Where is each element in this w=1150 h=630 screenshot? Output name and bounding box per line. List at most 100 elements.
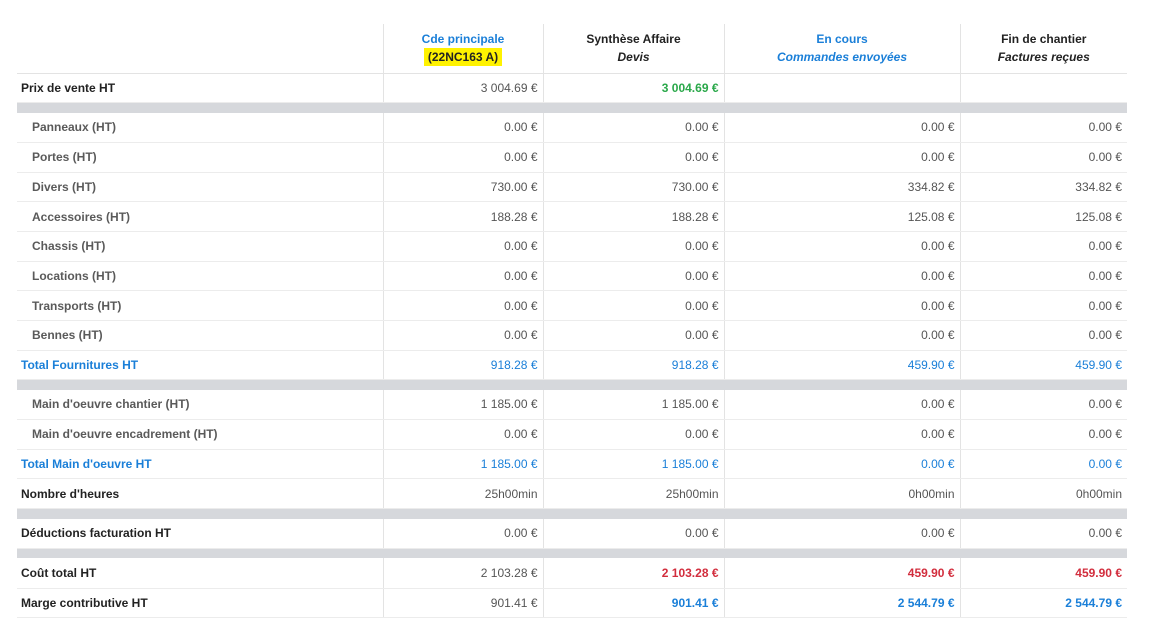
cell-value: 0.00 € <box>382 112 543 143</box>
cell-value: 0.00 € <box>723 419 960 450</box>
cell-value: 0.00 € <box>959 320 1127 351</box>
row-divers: Divers (HT) 730.00 € 730.00 € 334.82 € 3… <box>17 172 1127 203</box>
row-label: Coût total HT <box>17 558 383 589</box>
cell-value: 0.00 € <box>723 261 960 292</box>
cell-value: 0.00 € <box>542 142 724 173</box>
header-title[interactable]: En cours <box>816 32 868 47</box>
cell-value: 901.41 € <box>542 588 724 619</box>
cell-value: 459.90 € <box>959 350 1127 381</box>
header-row: Cde principale (22NC163 A) Synthèse Affa… <box>17 24 1127 74</box>
cell-value: 0.00 € <box>382 290 543 321</box>
cell-value: 0.00 € <box>542 290 724 321</box>
cell-value <box>723 73 960 104</box>
separator-row <box>17 379 1127 390</box>
cell-value: 918.28 € <box>382 350 543 381</box>
separator-row <box>17 102 1127 113</box>
cell-value: 1 185.00 € <box>382 389 543 421</box>
row-heures: Nombre d'heures 25h00min 25h00min 0h00mi… <box>17 478 1127 510</box>
row-label: Chassis (HT) <box>17 231 383 262</box>
row-label: Déductions facturation HT <box>17 518 383 549</box>
cell-value: 188.28 € <box>542 201 724 232</box>
cell-value: 3 004.69 € <box>382 73 543 104</box>
cell-value: 730.00 € <box>542 172 724 203</box>
cell-value: 0.00 € <box>542 518 724 549</box>
row-portes: Portes (HT) 0.00 € 0.00 € 0.00 € 0.00 € <box>17 142 1127 173</box>
cell-value: 2 103.28 € <box>542 558 724 589</box>
cell-value: 125.08 € <box>723 201 960 232</box>
cell-value: 459.90 € <box>723 350 960 381</box>
cell-value: 0.00 € <box>542 231 724 262</box>
separator-row <box>17 508 1127 519</box>
row-accessoires: Accessoires (HT) 188.28 € 188.28 € 125.0… <box>17 201 1127 232</box>
cell-value: 459.90 € <box>723 558 960 589</box>
row-label: Accessoires (HT) <box>17 201 383 232</box>
header-en-cours[interactable]: En cours Commandes envoyées <box>723 24 960 74</box>
cell-value: 730.00 € <box>382 172 543 203</box>
row-panneaux: Panneaux (HT) 0.00 € 0.00 € 0.00 € 0.00 … <box>17 112 1127 143</box>
order-ref-highlight: (22NC163 A) <box>423 48 503 67</box>
cell-value: 0.00 € <box>382 261 543 292</box>
row-mo-encadrement: Main d'oeuvre encadrement (HT) 0.00 € 0.… <box>17 419 1127 450</box>
cell-value: 0.00 € <box>959 142 1127 173</box>
separator-row <box>17 548 1127 559</box>
header-cde-principale[interactable]: Cde principale (22NC163 A) <box>382 24 543 74</box>
cell-value: 125.08 € <box>959 201 1127 232</box>
row-prix-vente: Prix de vente HT 3 004.69 € 3 004.69 € <box>17 73 1127 104</box>
cell-value: 1 185.00 € <box>542 449 724 480</box>
cell-value: 0.00 € <box>723 389 960 421</box>
row-label: Portes (HT) <box>17 142 383 173</box>
cell-value: 0.00 € <box>959 261 1127 292</box>
row-label: Marge contributive HT <box>17 588 383 619</box>
cell-value: 334.82 € <box>723 172 960 203</box>
row-label: Total Main d'oeuvre HT <box>17 449 383 480</box>
cell-value: 0h00min <box>959 478 1127 510</box>
cell-value: 0.00 € <box>959 231 1127 262</box>
header-blank <box>17 24 383 74</box>
row-label: Main d'oeuvre encadrement (HT) <box>17 419 383 450</box>
header-subtitle[interactable]: Commandes envoyées <box>776 50 908 65</box>
cell-value: 0.00 € <box>959 419 1127 450</box>
cell-value: 334.82 € <box>959 172 1127 203</box>
cell-value: 459.90 € <box>959 558 1127 589</box>
cell-value: 0.00 € <box>723 231 960 262</box>
cell-value: 0.00 € <box>382 320 543 351</box>
row-label: Total Fournitures HT <box>17 350 383 381</box>
cell-value: 0h00min <box>723 478 960 510</box>
row-total-mo: Total Main d'oeuvre HT 1 185.00 € 1 185.… <box>17 449 1127 480</box>
header-fin-de-chantier: Fin de chantier Factures reçues <box>959 24 1127 74</box>
header-synthese-affaire: Synthèse Affaire Devis <box>542 24 724 74</box>
cell-value: 0.00 € <box>723 449 960 480</box>
cell-value: 25h00min <box>542 478 724 510</box>
cell-value: 0.00 € <box>382 142 543 173</box>
header-subtitle: Devis <box>617 50 650 65</box>
header-title[interactable]: Cde principale <box>421 32 505 47</box>
cell-value: 0.00 € <box>542 112 724 143</box>
cell-value: 0.00 € <box>382 419 543 450</box>
cell-value: 0.00 € <box>723 142 960 173</box>
header-title: Fin de chantier <box>1001 32 1087 47</box>
cell-value: 1 185.00 € <box>382 449 543 480</box>
row-label: Main d'oeuvre chantier (HT) <box>17 389 383 421</box>
cell-value: 918.28 € <box>542 350 724 381</box>
cell-value: 901.41 € <box>382 588 543 619</box>
row-locations: Locations (HT) 0.00 € 0.00 € 0.00 € 0.00… <box>17 261 1127 292</box>
row-marge: Marge contributive HT 901.41 € 901.41 € … <box>17 588 1127 619</box>
row-label: Prix de vente HT <box>17 73 383 104</box>
cell-value: 2 103.28 € <box>382 558 543 589</box>
cell-value: 3 004.69 € <box>542 73 724 104</box>
cell-value: 25h00min <box>382 478 543 510</box>
row-label: Locations (HT) <box>17 261 383 292</box>
row-transports: Transports (HT) 0.00 € 0.00 € 0.00 € 0.0… <box>17 290 1127 321</box>
cell-value: 0.00 € <box>959 112 1127 143</box>
row-cout-total: Coût total HT 2 103.28 € 2 103.28 € 459.… <box>17 558 1127 589</box>
cell-value: 0.00 € <box>959 518 1127 549</box>
cell-value: 0.00 € <box>542 261 724 292</box>
cell-value: 0.00 € <box>959 389 1127 421</box>
cell-value: 1 185.00 € <box>542 389 724 421</box>
cell-value: 0.00 € <box>723 112 960 143</box>
row-label: Divers (HT) <box>17 172 383 203</box>
synthesis-table-container: Cde principale (22NC163 A) Synthèse Affa… <box>17 24 1127 619</box>
cell-value: 0.00 € <box>382 518 543 549</box>
row-label: Transports (HT) <box>17 290 383 321</box>
header-title: Synthèse Affaire <box>586 32 681 47</box>
